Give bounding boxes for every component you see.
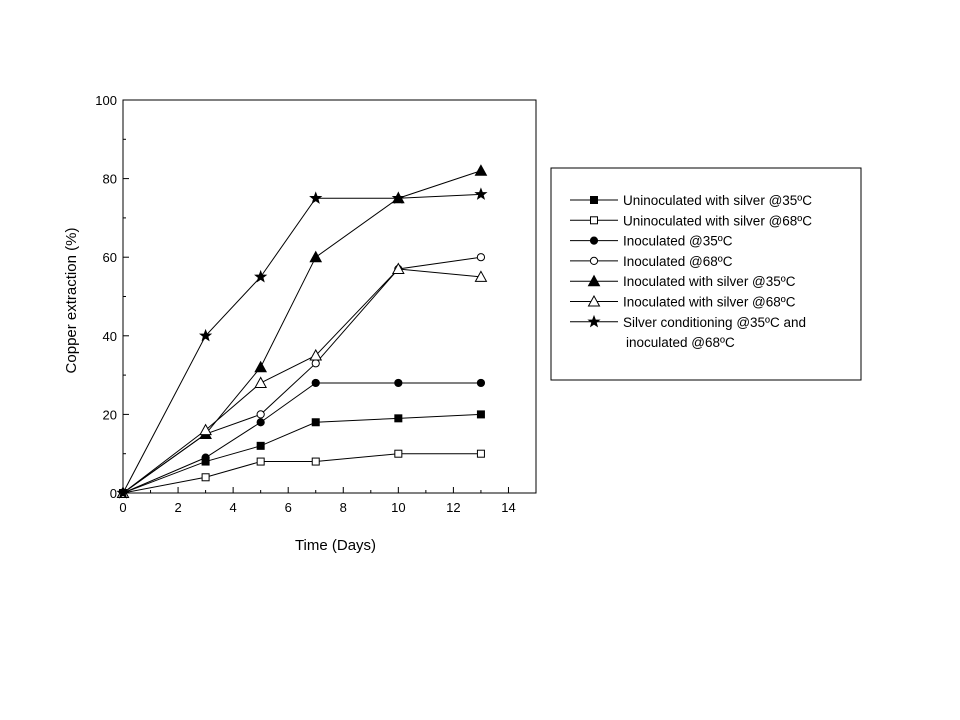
y-axis-title: Copper extraction (%): [63, 228, 80, 374]
data-point: [474, 270, 488, 282]
series-4: [118, 253, 486, 498]
y-tick-label: 80: [103, 172, 117, 187]
plot-area: 0 2 4 6 8 10 12 14 0 20 40 60 80 100: [95, 93, 537, 515]
data-point: [394, 414, 403, 423]
data-point: [254, 360, 268, 373]
legend-item-4: Inoculated @68ºC: [570, 254, 733, 269]
legend-item-7: Silver conditioning @35ºC and inoculated …: [570, 315, 806, 350]
data-point: [311, 457, 320, 466]
x-tick-label: 6: [285, 500, 292, 515]
x-tick-label: 12: [446, 500, 460, 515]
legend-label: Inoculated @35ºC: [623, 234, 733, 249]
legend-label: inoculated @68ºC: [626, 335, 735, 350]
data-point: [476, 449, 485, 458]
legend-marker: [589, 256, 599, 265]
data-point: [309, 191, 323, 204]
legend-label: Silver conditioning @35ºC and: [623, 315, 806, 330]
legend-item-2: Uninoculated with silver @68ºC: [570, 213, 812, 228]
legend-label: Inoculated with silver @68ºC: [623, 295, 796, 310]
data-point: [201, 453, 210, 462]
axis-ticks: 0 2 4 6 8 10 12 14 0 20 40 60 80 100: [95, 93, 537, 515]
data-point: [201, 473, 210, 482]
series-line: [122, 413, 481, 494]
data-point: [309, 250, 323, 263]
data-point: [256, 441, 265, 450]
legend-items: Uninoculated with silver @35ºC Uninoculat…: [570, 193, 812, 350]
data-point: [199, 423, 212, 436]
y-tick-label: 40: [103, 329, 117, 344]
data-point: [394, 378, 403, 388]
y-tick-label: 60: [103, 250, 117, 265]
legend-label: Uninoculated with silver @35ºC: [623, 193, 812, 208]
legend-item-3: Inoculated @35ºC: [570, 234, 733, 249]
data-point: [256, 418, 265, 427]
series-line: [122, 170, 482, 494]
data-point: [476, 410, 485, 419]
data-point: [254, 376, 268, 388]
data-point: [116, 486, 130, 499]
legend-marker: [589, 236, 599, 245]
x-tick-label: 0: [119, 500, 126, 515]
legend-item-6: Inoculated with silver @68ºC: [570, 295, 796, 310]
series-5: [116, 164, 488, 498]
x-tick-label: 2: [174, 500, 181, 515]
data-point: [391, 191, 405, 204]
legend-marker: [590, 216, 598, 225]
x-tick-label: 4: [230, 500, 237, 515]
data-point: [474, 164, 488, 176]
legend-label: Inoculated with silver @35ºC: [623, 274, 796, 289]
legend-box: [550, 167, 862, 381]
data-point: [254, 269, 268, 283]
data-point: [256, 457, 265, 466]
series-layer: [116, 164, 488, 499]
legend-marker: [587, 274, 601, 287]
y-tick-label: 100: [95, 93, 117, 108]
data-point: [311, 359, 320, 368]
data-point: [311, 418, 320, 427]
series-7: [116, 187, 488, 499]
x-tick-label: 8: [340, 500, 347, 515]
legend: Uninoculated with silver @35ºC Uninoculat…: [550, 167, 862, 381]
series-line: [122, 268, 481, 494]
data-point: [394, 449, 403, 458]
legend-item-5: Inoculated with silver @35ºC: [570, 274, 796, 289]
data-point: [199, 328, 213, 342]
y-tick-label: 20: [103, 407, 117, 422]
series-line: [122, 453, 481, 494]
legend-marker: [587, 314, 601, 328]
series-6: [116, 262, 488, 498]
series-3: [118, 378, 486, 498]
series-line: [122, 382, 481, 494]
legend-marker: [590, 196, 598, 204]
series-line: [122, 193, 481, 494]
series-line: [122, 256, 482, 494]
legend-marker: [587, 294, 601, 307]
legend-label: Inoculated @68ºC: [623, 254, 733, 269]
x-tick-label: 10: [391, 500, 405, 515]
plot-frame: [122, 99, 537, 494]
legend-label: Uninoculated with silver @68ºC: [623, 213, 812, 228]
x-axis-title: Time (Days): [295, 537, 376, 554]
data-point: [311, 378, 320, 388]
data-point: [256, 410, 265, 419]
x-tick-label: 14: [501, 500, 515, 515]
data-point: [391, 262, 405, 274]
data-point: [474, 187, 488, 200]
data-point: [476, 378, 486, 388]
legend-item-1: Uninoculated with silver @35ºC: [570, 193, 812, 208]
data-point: [309, 348, 323, 361]
data-point: [476, 253, 486, 262]
y-tick-label: 0: [110, 486, 117, 501]
